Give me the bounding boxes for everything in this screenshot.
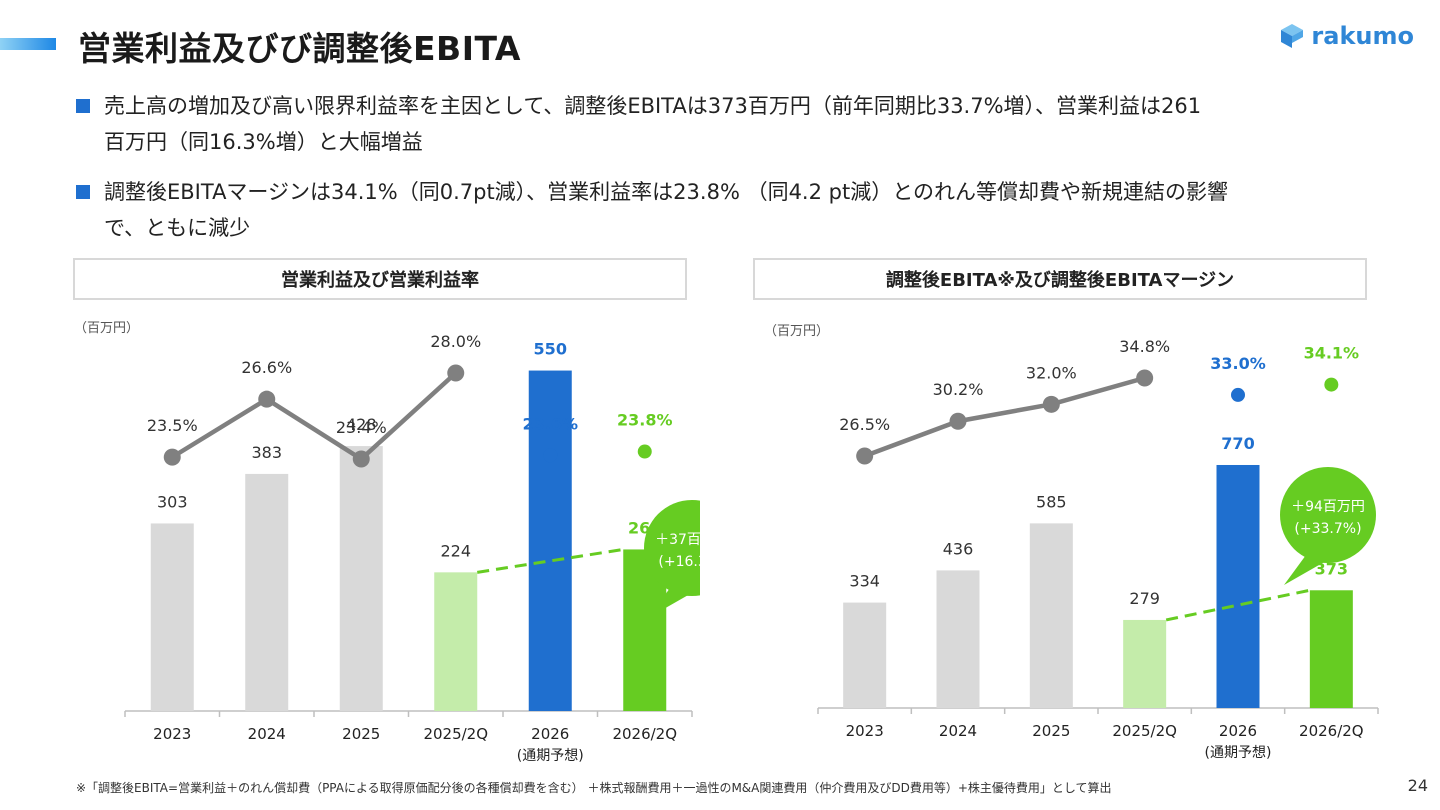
bar-2024 [245,473,289,711]
margin-line [863,375,1146,459]
bar-2026 [1216,464,1260,708]
bar-2026 [528,370,572,711]
margin-point-2026/2Q [1324,377,1339,392]
footnote: ※「調整後EBITA=営業利益＋のれん償却費（PPAによる取得原価配分後の各種償… [76,781,1112,795]
margin-value-label: 26.6% [241,358,292,377]
bar-value-label: 383 [251,443,282,462]
bullet-line: 百万円（同16.3%増）と大幅増益 [104,130,423,154]
callout-amount: ＋94百万円 [1291,499,1365,515]
margin-point-2025 [352,450,370,468]
unit-label: （百万円） [74,321,139,336]
chart-title-operating-profit: 営業利益及び営業利益率 [73,258,687,300]
adjusted-ebita-chart: （百万円） 334 436 585 279 770 373 26.5% 30.2% 32.0% 34… [764,324,1379,761]
bar-value-label: 303 [157,492,188,511]
margin-value-label: 33.0% [1210,354,1266,373]
growth-dashed-line [477,547,624,574]
category-label: 2025/2Q [1112,722,1177,740]
growth-callout-bubble [1280,467,1376,563]
unit-label: （百万円） [764,324,829,339]
margin-point-2025/2Q [1136,369,1154,387]
bullet-square-icon [76,99,90,113]
category-note: (通期予想) [517,748,584,764]
margin-value-label: 30.2% [933,380,984,399]
bar-2025 [1029,523,1073,708]
category-label: 2023 [846,722,884,740]
bar-value-label: 428 [346,415,377,434]
callout-percent: (+16.3%) [658,554,700,570]
margin-value-label: 23.6% [522,414,578,433]
margin-point-2026 [1231,387,1245,402]
callout-percent: (+33.7%) [1294,521,1361,537]
bullet-text: 調整後EBITAマージンは34.1%（同0.7pt減）、営業利益率は23.8% … [104,174,1228,246]
bar-value-label: 224 [440,541,471,560]
margin-value-label: 28.0% [430,332,481,351]
margin-value-label: 32.0% [1026,363,1077,382]
bullet-item: 調整後EBITAマージンは34.1%（同0.7pt減）、営業利益率は23.8% … [76,174,1376,246]
growth-callout-bubble [644,500,700,596]
category-label: 2026 [531,725,569,743]
bullet-item: 売上高の増加及び高い限界利益率を主因として、調整後EBITAは373百万円（前年… [76,88,1376,160]
bar-value-label: 585 [1036,492,1067,511]
callout-amount: ＋37百万円 [655,532,700,548]
slide-title: 営業利益及びび調整後EBITA [78,29,521,68]
bar-2026/2Q [1309,590,1353,708]
margin-point-2024 [949,412,967,430]
category-label: 2024 [248,725,286,743]
margin-point-2023 [163,448,181,466]
margin-value-label: 23.5% [147,416,198,435]
bullet-line: で、ともに減少 [104,216,251,240]
margin-value-label: 34.1% [1304,344,1360,363]
margin-line [171,371,458,462]
bar-2025/2Q [434,572,478,711]
bar-value-label: 334 [849,572,880,591]
callout-tail [648,588,690,618]
bullet-list: 売上高の増加及び高い限界利益率を主因として、調整後EBITAは373百万円（前年… [76,88,1376,260]
title-accent-bar [0,38,56,50]
bar-value-label: 550 [534,340,567,359]
margin-value-label: 34.8% [1119,337,1170,356]
bullet-square-icon [76,185,90,199]
category-label: 2026 [1219,722,1257,740]
bullet-line: 調整後EBITAマージンは34.1%（同0.7pt減）、営業利益率は23.8% … [104,180,1228,204]
category-label: 2023 [153,725,191,743]
bar-2025 [339,446,383,711]
bullet-text: 売上高の増加及び高い限界利益率を主因として、調整後EBITAは373百万円（前年… [104,88,1201,160]
bullet-line: 売上高の増加及び高い限界利益率を主因として、調整後EBITAは373百万円（前年… [104,94,1202,118]
bar-value-label: 279 [1129,589,1160,608]
bar-2025/2Q [1123,619,1167,708]
bar-value-label: 373 [1315,559,1348,578]
category-label: 2026/2Q [1299,722,1364,740]
margin-value-label: 23.8% [617,411,673,430]
bar-2023 [150,523,194,711]
rakumo-cube-icon [1281,24,1304,48]
category-note: (通期予想) [1205,745,1272,761]
bar-2023 [843,602,887,708]
category-label: 2026/2Q [612,725,677,743]
page-number: 24 [1407,776,1428,795]
margin-point-2026 [543,448,558,463]
callout-tail [1284,555,1326,585]
bar-value-label: 770 [1221,434,1254,453]
category-label: 2025 [342,725,380,743]
bar-value-label: 436 [943,539,974,558]
growth-dashed-line [1165,588,1311,622]
chart-title-adjusted-ebita: 調整後EBITA※及び調整後EBITAマージン [753,258,1367,300]
margin-value-label: 23.4% [336,418,387,437]
operating-profit-chart: （百万円）30338342822455026123.5%26.6%23.4%28… [74,321,700,764]
category-label: 2025/2Q [423,725,488,743]
category-label: 2024 [939,722,977,740]
brand-name: rakumo [1311,22,1414,50]
margin-value-label: 26.5% [839,415,890,434]
margin-point-2023 [856,447,874,465]
margin-point-2026/2Q [637,444,652,459]
category-label: 2025 [1032,722,1070,740]
margin-point-2024 [258,390,276,408]
brand-logo: rakumo [1279,22,1414,50]
bar-2024 [936,570,980,708]
margin-point-2025 [1042,395,1060,413]
margin-point-2025/2Q [447,364,465,382]
